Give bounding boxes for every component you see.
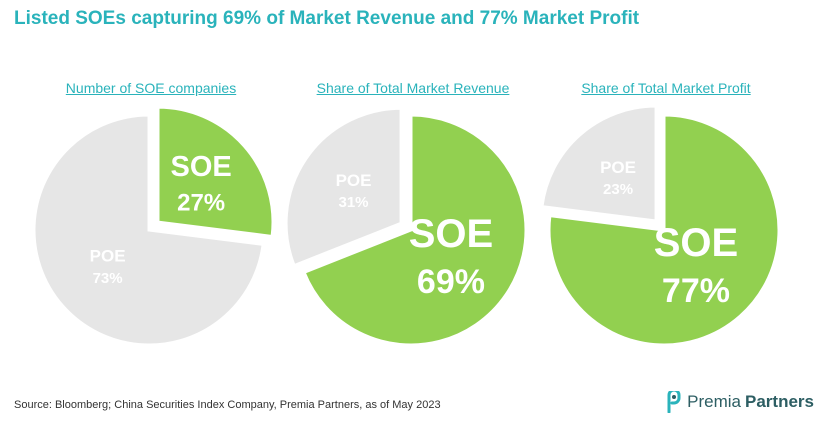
pie-chart-profit-share: Share of Total Market Profit SOE 77% POE 23… (536, 76, 796, 366)
pie-chart-soe-count: Number of SOE companies SOE 27% POE 73% (21, 76, 281, 366)
source-note: Source: Bloomberg; China Securities Inde… (14, 399, 441, 411)
slice-value-soe: 69% (417, 263, 485, 301)
slice-label-soe: SOE (654, 221, 738, 265)
pie-chart-revenue-share: Share of Total Market Revenue SOE 69% POE 3… (283, 76, 543, 366)
brand-name-part1: Premia (687, 392, 742, 411)
brand-logo: Premia Partners (665, 391, 814, 413)
pie-slice-poe (540, 104, 658, 223)
pie-slice-poe (284, 106, 403, 268)
premia-logo-icon (667, 391, 681, 413)
slice-value-poe: 31% (339, 194, 369, 211)
pie-svg: SOE 27% POE 73% (32, 105, 275, 347)
slice-label-soe: SOE (409, 212, 493, 256)
slice-value-poe: 23% (603, 181, 633, 198)
page-title: Listed SOEs capturing 69% of Market Reve… (14, 8, 640, 29)
slice-value-poe: 73% (93, 270, 123, 287)
chart-title: Share of Total Market Profit (581, 80, 751, 96)
slice-value-soe: 77% (662, 272, 730, 310)
slice-value-soe: 27% (177, 189, 225, 216)
pie-slice-soe (302, 113, 528, 347)
pie-svg: SOE 69% POE 31% (284, 106, 528, 347)
pie-slice-soe (547, 113, 781, 347)
pie-svg: SOE 77% POE 23% (540, 104, 781, 347)
slice-label-poe: POE (600, 158, 636, 177)
brand-name-part2: Partners (745, 392, 814, 411)
slice-label-poe: POE (336, 171, 372, 190)
chart-title: Number of SOE companies (65, 80, 237, 96)
slice-label-poe: POE (90, 246, 126, 265)
chart-title: Share of Total Market Revenue (316, 80, 510, 96)
pie-slice-soe (156, 105, 275, 239)
pie-slice-poe (32, 113, 265, 347)
slice-label-soe: SOE (171, 151, 232, 183)
